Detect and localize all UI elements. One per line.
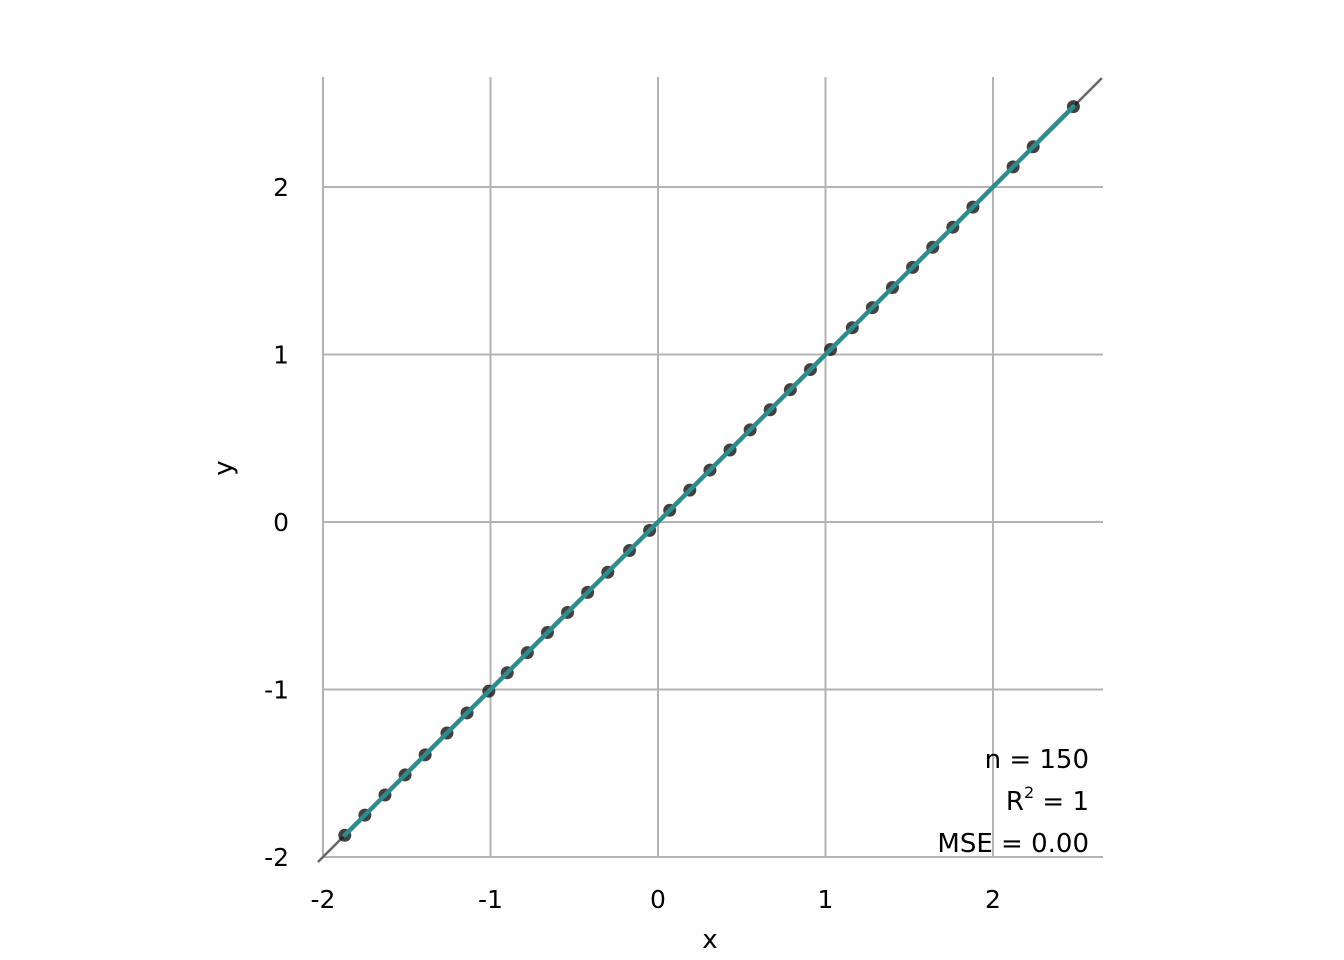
x-tick-label: 1	[818, 885, 834, 914]
y-axis-ticks: -2 -1 0 1 2	[264, 173, 289, 872]
fit-line	[342, 104, 1076, 838]
mse-label: MSE = 0.00	[937, 829, 1089, 859]
r2-superscript: 2	[1024, 783, 1034, 802]
y-tick-label: 1	[273, 341, 289, 370]
stats-annotation: n = 150 R2 = 1 MSE = 0.00	[937, 745, 1089, 859]
x-tick-label: 2	[985, 885, 1001, 914]
y-axis-title: y	[209, 460, 239, 475]
gridlines	[322, 77, 1103, 858]
r2-base: R	[1006, 787, 1024, 817]
x-tick-label: 0	[650, 885, 666, 914]
x-tick-label: -1	[478, 885, 503, 914]
y-tick-label: -1	[264, 676, 289, 705]
n-label: n = 150	[985, 745, 1089, 775]
r2-label: R2 = 1	[1006, 783, 1089, 817]
y-tick-label: -2	[264, 843, 289, 872]
x-axis-title: x	[702, 925, 717, 955]
x-axis-ticks: -2 -1 0 1 2	[311, 885, 1001, 914]
y-tick-label: 0	[273, 508, 289, 537]
y-tick-label: 2	[273, 173, 289, 202]
x-tick-label: -2	[311, 885, 336, 914]
r2-value: = 1	[1034, 787, 1089, 817]
